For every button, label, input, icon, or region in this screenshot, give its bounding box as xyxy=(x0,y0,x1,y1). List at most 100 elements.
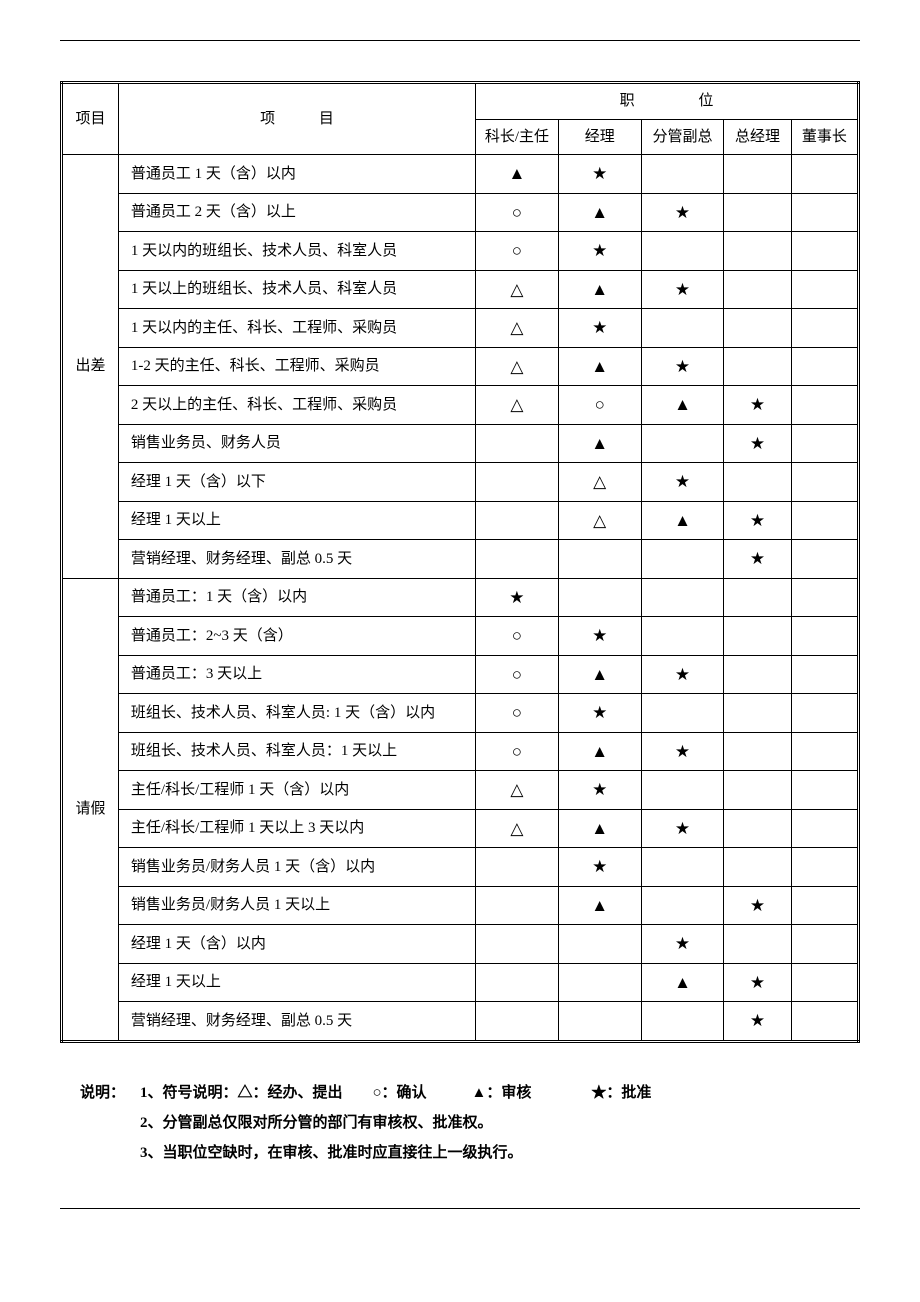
symbol-cell: △ xyxy=(476,309,559,348)
symbol-cell xyxy=(724,771,791,810)
symbol-cell xyxy=(791,347,858,386)
symbol-cell xyxy=(791,848,858,887)
header-pos-2: 分管副总 xyxy=(641,119,724,155)
symbol-cell xyxy=(641,424,724,463)
symbol-cell xyxy=(791,886,858,925)
symbol-cell: △ xyxy=(558,501,641,540)
symbol-cell xyxy=(558,925,641,964)
symbol-cell xyxy=(724,617,791,656)
item-cell: 经理 1 天以上 xyxy=(118,963,475,1002)
symbol-cell xyxy=(558,540,641,579)
item-cell: 主任/科长/工程师 1 天以上 3 天以内 xyxy=(118,809,475,848)
symbol-cell: ★ xyxy=(558,155,641,194)
symbol-cell xyxy=(724,270,791,309)
table-row: 销售业务员、财务人员▲★ xyxy=(62,424,859,463)
symbol-cell: ○ xyxy=(476,232,559,271)
symbol-cell xyxy=(476,1002,559,1042)
bottom-rule xyxy=(60,1208,860,1209)
symbol-cell: ★ xyxy=(558,694,641,733)
symbol-cell xyxy=(791,1002,858,1042)
table-row: 1-2 天的主任、科长、工程师、采购员△▲★ xyxy=(62,347,859,386)
item-cell: 销售业务员、财务人员 xyxy=(118,424,475,463)
table-row: 出差普通员工 1 天（含）以内▲★ xyxy=(62,155,859,194)
symbol-cell: ★ xyxy=(558,848,641,887)
header-positions-group: 职 位 xyxy=(476,83,859,120)
symbol-cell xyxy=(558,578,641,617)
symbol-cell xyxy=(791,424,858,463)
symbol-cell: ○ xyxy=(476,655,559,694)
category-cell: 请假 xyxy=(62,578,119,1041)
symbol-cell: ▲ xyxy=(641,501,724,540)
symbol-cell: ○ xyxy=(476,694,559,733)
category-cell: 出差 xyxy=(62,155,119,579)
symbol-cell: ★ xyxy=(724,886,791,925)
symbol-cell xyxy=(791,925,858,964)
symbol-cell xyxy=(791,732,858,771)
symbol-cell: ★ xyxy=(558,771,641,810)
item-cell: 班组长、技术人员、科室人员：1 天以上 xyxy=(118,732,475,771)
symbol-cell: ★ xyxy=(724,963,791,1002)
symbol-cell xyxy=(724,309,791,348)
symbol-cell: ▲ xyxy=(641,386,724,425)
header-pos-4: 董事长 xyxy=(791,119,858,155)
symbol-cell: ▲ xyxy=(558,347,641,386)
symbol-cell: ★ xyxy=(641,270,724,309)
table-header: 项目 项 目 职 位 科长/主任 经理 分管副总 总经理 董事长 xyxy=(62,83,859,155)
table-row: 销售业务员/财务人员 1 天以上▲★ xyxy=(62,886,859,925)
symbol-cell: △ xyxy=(476,347,559,386)
symbol-cell: ★ xyxy=(724,540,791,579)
approval-matrix-table: 项目 项 目 职 位 科长/主任 经理 分管副总 总经理 董事长 出差普通员工 … xyxy=(60,81,860,1043)
symbol-cell: ★ xyxy=(641,809,724,848)
table-row: 班组长、技术人员、科室人员: 1 天（含）以内○★ xyxy=(62,694,859,733)
item-cell: 班组长、技术人员、科室人员: 1 天（含）以内 xyxy=(118,694,475,733)
symbol-cell: △ xyxy=(476,809,559,848)
symbol-cell xyxy=(724,732,791,771)
item-cell: 普通员工：3 天以上 xyxy=(118,655,475,694)
notes-line-0: 1、符号说明：△：经办、提出 ○：确认 ▲：审核 ★：批准 xyxy=(140,1078,860,1108)
symbol-cell: ○ xyxy=(476,617,559,656)
symbol-cell: ★ xyxy=(476,578,559,617)
item-cell: 销售业务员/财务人员 1 天以上 xyxy=(118,886,475,925)
symbol-cell xyxy=(791,963,858,1002)
symbol-cell xyxy=(791,193,858,232)
symbol-cell xyxy=(724,347,791,386)
item-cell: 营销经理、财务经理、副总 0.5 天 xyxy=(118,540,475,579)
item-cell: 营销经理、财务经理、副总 0.5 天 xyxy=(118,1002,475,1042)
symbol-cell: ★ xyxy=(641,655,724,694)
header-item: 项 目 xyxy=(118,83,475,155)
symbol-cell xyxy=(791,501,858,540)
table-row: 普通员工 2 天（含）以上○▲★ xyxy=(62,193,859,232)
symbol-cell xyxy=(476,886,559,925)
symbol-cell: ○ xyxy=(476,193,559,232)
symbol-cell xyxy=(724,809,791,848)
table-row: 销售业务员/财务人员 1 天（含）以内 ★ xyxy=(62,848,859,887)
symbol-cell xyxy=(641,578,724,617)
symbol-cell xyxy=(724,193,791,232)
symbol-cell xyxy=(724,155,791,194)
symbol-cell: ▲ xyxy=(558,809,641,848)
symbol-cell: ★ xyxy=(724,501,791,540)
symbol-cell: ▲ xyxy=(558,424,641,463)
symbol-cell: ▲ xyxy=(641,963,724,1002)
item-cell: 销售业务员/财务人员 1 天（含）以内 xyxy=(118,848,475,887)
table-row: 请假普通员工：1 天（含）以内★ xyxy=(62,578,859,617)
symbol-cell xyxy=(724,925,791,964)
symbol-cell xyxy=(558,963,641,1002)
symbol-cell: ▲ xyxy=(476,155,559,194)
table-row: 1 天以内的主任、科长、工程师、采购员△★ xyxy=(62,309,859,348)
item-cell: 1 天以内的主任、科长、工程师、采购员 xyxy=(118,309,475,348)
item-cell: 主任/科长/工程师 1 天（含）以内 xyxy=(118,771,475,810)
notes-line-2: 3、当职位空缺时，在审核、批准时应直接往上一级执行。 xyxy=(140,1138,860,1168)
item-cell: 2 天以上的主任、科长、工程师、采购员 xyxy=(118,386,475,425)
symbol-cell xyxy=(791,809,858,848)
symbol-cell xyxy=(476,963,559,1002)
item-cell: 普通员工：2~3 天（含） xyxy=(118,617,475,656)
table-row: 经理 1 天以上 ▲★ xyxy=(62,963,859,1002)
notes-label: 说明： xyxy=(80,1078,140,1108)
symbol-cell xyxy=(791,540,858,579)
header-pos-0: 科长/主任 xyxy=(476,119,559,155)
symbol-cell xyxy=(641,771,724,810)
symbol-cell: ★ xyxy=(641,732,724,771)
symbol-cell: ○ xyxy=(558,386,641,425)
table-row: 营销经理、财务经理、副总 0.5 天★ xyxy=(62,1002,859,1042)
